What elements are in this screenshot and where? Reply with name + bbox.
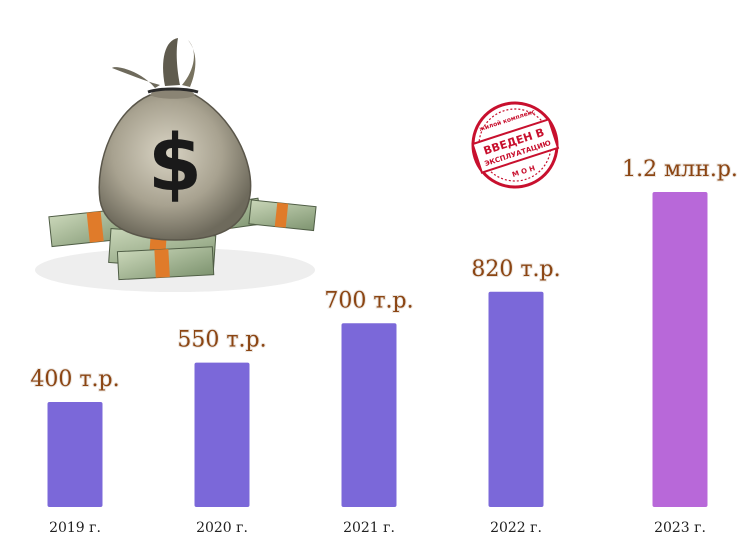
value-label-4: 820 т.р. (471, 257, 560, 282)
value-label-3: 700 т.р. (324, 288, 413, 313)
value-label-2: 550 т.р. (177, 328, 266, 353)
value-label-1: 400 т.р. (30, 367, 119, 392)
bars-group: 400 т.р. 2019 г. 550 т.р. 2020 г. 700 т.р. 20… (29, 156, 739, 536)
bar-3 (341, 323, 397, 507)
dollar-symbol: $ (148, 119, 202, 209)
stamp-icon: жилой комплекс ВВЕДЕН В ЭКСПЛУАТАЦИЮ М О… (471, 101, 560, 189)
bar-2 (194, 362, 250, 507)
value-label-5: 1.2 млн.р. (622, 157, 738, 182)
bar-1 (47, 402, 103, 507)
bar-5 (652, 192, 708, 507)
money-bag-icon: $ (35, 38, 317, 292)
category-label-2: 2020 г. (196, 520, 248, 536)
category-label-3: 2021 г. (343, 520, 395, 536)
category-label-4: 2022 г. (490, 520, 542, 536)
category-label-1: 2019 г. (49, 520, 101, 536)
category-label-5: 2023 г. (654, 520, 706, 536)
bar-4 (488, 291, 544, 507)
